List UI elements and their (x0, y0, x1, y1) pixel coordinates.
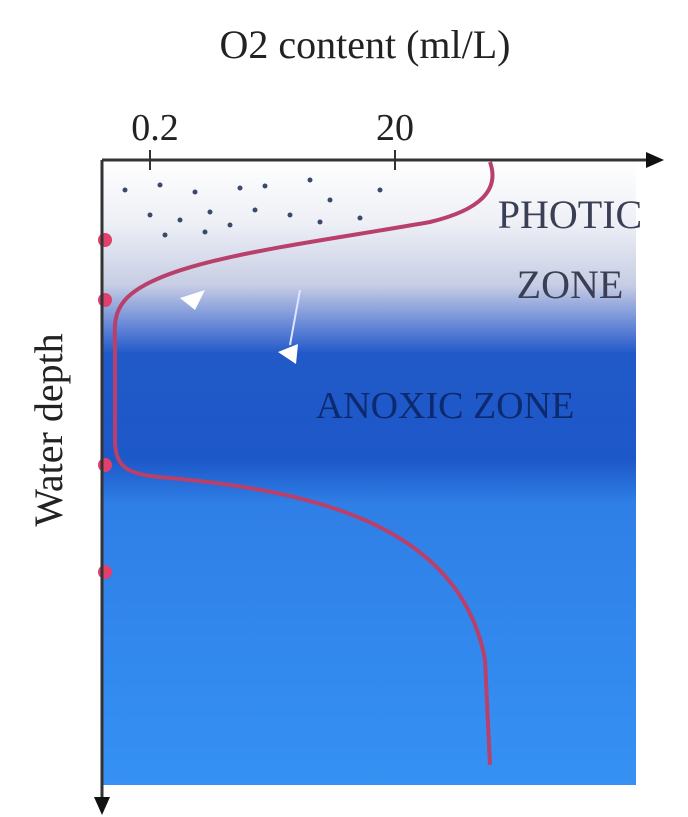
zone-label: ZONE (517, 262, 624, 307)
x-tick-label: 20 (376, 107, 414, 149)
y-axis-arrow (94, 797, 110, 815)
x-tick-label: 0.2 (131, 107, 179, 149)
diagram: O2 content (ml/L) 0.2 20 PHOTIC ZONE ANO… (0, 0, 688, 817)
title: O2 content (ml/L) (219, 22, 510, 67)
water-column (102, 160, 636, 785)
x-axis-arrow (646, 152, 664, 168)
zone-label: PHOTIC (498, 192, 642, 237)
zone-label: ANOXIC ZONE (316, 385, 575, 427)
y-axis-label: Water depth (26, 333, 71, 526)
